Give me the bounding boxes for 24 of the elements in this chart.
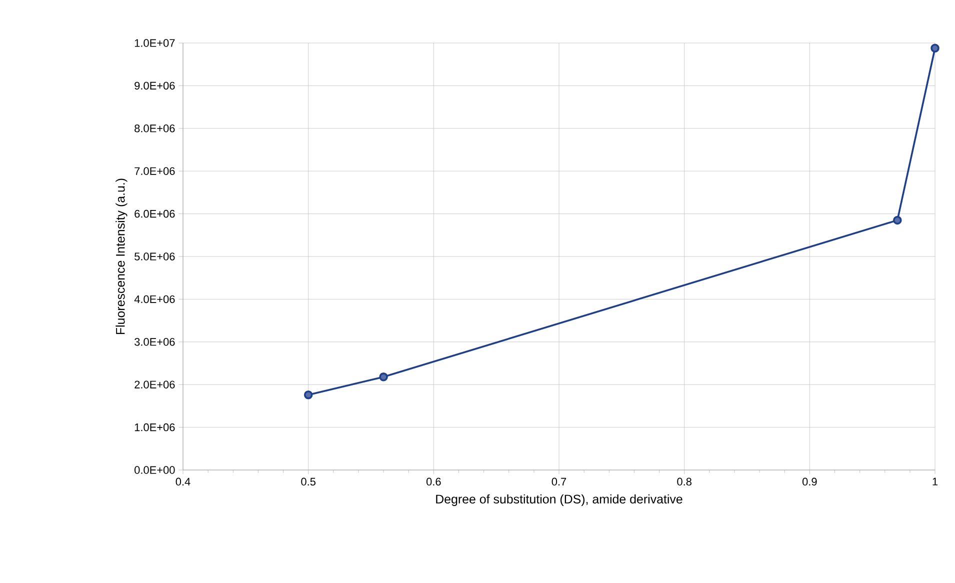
y-tick-label: 1.0E+06 bbox=[134, 423, 175, 432]
y-tick-label: 6.0E+06 bbox=[134, 210, 175, 218]
x-axis-title: Degree of substitution (DS), amide derivative bbox=[436, 494, 682, 506]
x-tick-label: 0.6 bbox=[426, 478, 441, 486]
y-tick-label: 3.0E+06 bbox=[134, 338, 175, 346]
y-tick-label: 2.0E+06 bbox=[134, 380, 175, 388]
x-tick-label: 0.7 bbox=[552, 478, 566, 486]
y-tick-label: 5.0E+06 bbox=[134, 252, 175, 260]
x-tick-label: 0.9 bbox=[802, 478, 817, 486]
y-tick-label: 1.0E+07 bbox=[134, 39, 175, 47]
x-tick-label: 0.8 bbox=[677, 478, 692, 486]
x-tick-label: 1 bbox=[932, 478, 938, 486]
y-tick-label: 7.0E+06 bbox=[134, 167, 175, 175]
y-axis-title: Fluorescence Intensity (a.u.) bbox=[116, 178, 128, 334]
y-tick-label: 4.0E+06 bbox=[134, 295, 175, 304]
y-tick-label: 8.0E+06 bbox=[134, 124, 175, 132]
point bbox=[930, 44, 940, 53]
point bbox=[379, 372, 388, 382]
y-tick-label: 0.0E+00 bbox=[134, 466, 175, 474]
point bbox=[893, 216, 902, 225]
y-tick-label: 9.0E+06 bbox=[134, 82, 175, 90]
point bbox=[304, 390, 313, 400]
x-tick-label: 0.5 bbox=[301, 478, 316, 486]
x-tick-label: 0.4 bbox=[176, 478, 190, 486]
